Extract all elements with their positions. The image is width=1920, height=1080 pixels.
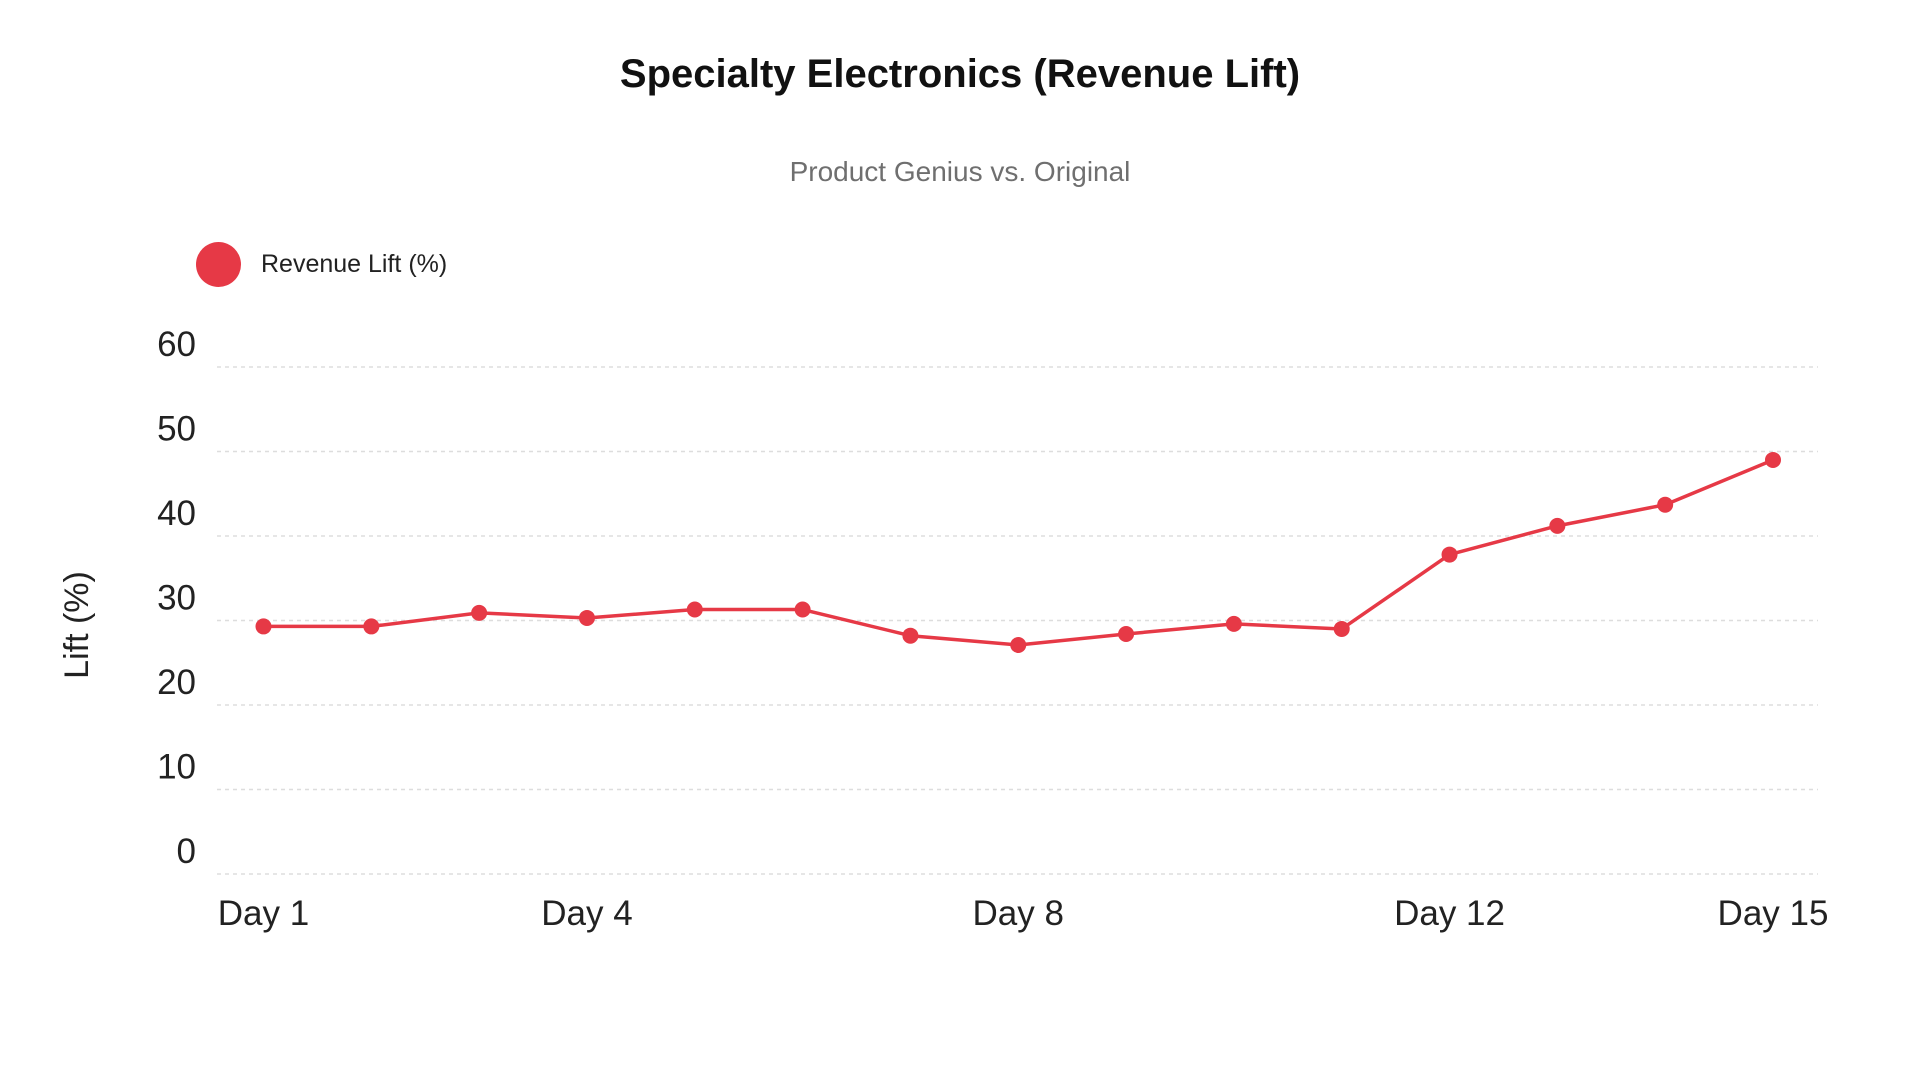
- y-tick-label: 60: [157, 325, 196, 364]
- data-point: [471, 604, 488, 621]
- x-tick-label: Day 4: [541, 894, 632, 933]
- data-point: [794, 601, 811, 618]
- series-line: [263, 458, 1774, 647]
- legend: Revenue Lift (%): [196, 242, 447, 287]
- data-point: [1657, 496, 1674, 513]
- x-tick-label: Day 15: [1718, 894, 1829, 933]
- data-point: [902, 627, 919, 644]
- data-point: [1549, 517, 1566, 534]
- data-point: [255, 618, 272, 635]
- y-tick-label: 50: [157, 410, 196, 449]
- y-tick-label: 20: [157, 663, 196, 702]
- data-point: [1441, 546, 1458, 563]
- data-point: [1010, 637, 1027, 654]
- y-tick-label: 0: [177, 832, 196, 871]
- y-tick-label: 30: [157, 579, 196, 618]
- chart-subtitle: Product Genius vs. Original: [789, 156, 1131, 187]
- y-axis-label: Lift (%): [58, 571, 96, 679]
- data-point: [1225, 615, 1242, 632]
- x-tick-label: Day 12: [1394, 894, 1505, 933]
- x-tick-label: Day 1: [218, 894, 309, 933]
- x-tick-label: Day 8: [973, 894, 1064, 933]
- chart-title: Specialty Electronics (Revenue Lift): [619, 52, 1301, 96]
- legend-label: Revenue Lift (%): [261, 250, 448, 278]
- data-point: [686, 601, 703, 618]
- data-point: [1333, 620, 1350, 637]
- legend-marker-icon: [196, 242, 241, 287]
- data-point: [578, 609, 595, 626]
- y-tick-label: 40: [157, 494, 196, 533]
- data-point: [1118, 626, 1135, 643]
- data-point: [1765, 451, 1781, 468]
- y-tick-label: 10: [157, 748, 196, 787]
- data-point: [363, 618, 380, 635]
